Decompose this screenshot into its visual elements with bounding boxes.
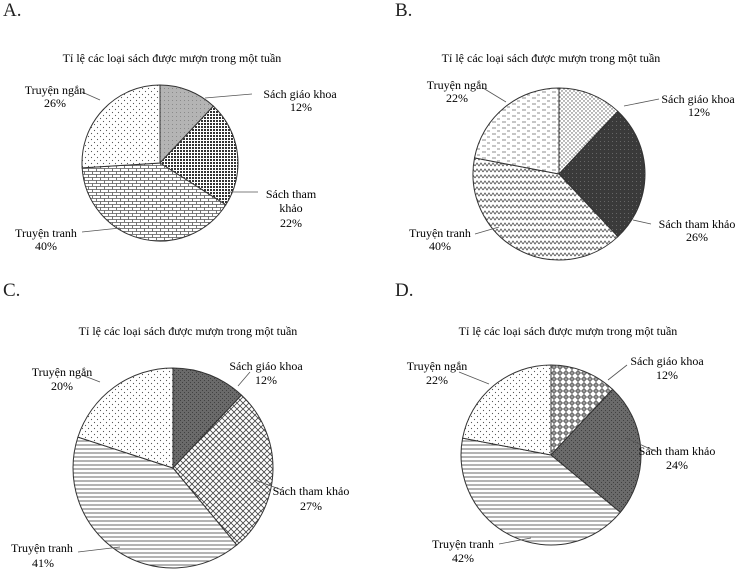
pie-slice: [472, 157, 619, 261]
slice-label: khảo: [279, 201, 302, 215]
chart-panel-c: C. Tỉ lệ các loại sách được mượn trong m…: [0, 280, 371, 570]
slice-value-label: 12%: [656, 368, 678, 382]
leader-line: [607, 364, 628, 381]
pie-slice: [172, 367, 243, 470]
leader-line: [81, 374, 101, 383]
slice-value-label: 27%: [300, 499, 322, 513]
slice-label: Sách giáo khoa: [661, 92, 735, 106]
pie-slice: [558, 110, 646, 238]
slice-value-label: 40%: [429, 239, 451, 253]
chart-title: Tỉ lệ các loại sách được mượn trong một …: [459, 324, 678, 338]
option-label: D.: [395, 280, 414, 301]
chart-title: Tỉ lệ các loại sách được mượn trong một …: [63, 51, 282, 65]
slice-label: Sách tham khảo: [659, 217, 736, 231]
pie-slice: [460, 437, 622, 546]
pie-slice: [550, 364, 614, 457]
leader-line: [81, 227, 121, 233]
slice-value-label: 26%: [686, 230, 708, 244]
leader-line: [498, 537, 532, 545]
slice-value-label: 12%: [290, 100, 312, 114]
option-label: A.: [3, 0, 22, 21]
slice-label: Truyện tranh: [15, 226, 77, 240]
slice-value-label: 12%: [255, 373, 277, 387]
slice-label: Sách tham khảo: [639, 444, 716, 458]
slice-value-label: 26%: [44, 96, 66, 110]
slice-label: Sách giáo khoa: [263, 87, 337, 101]
leader-line: [632, 219, 652, 225]
slice-label: Truyện tranh: [409, 226, 471, 240]
pie-slice: [81, 84, 161, 169]
leader-line: [625, 437, 658, 453]
slice-label: Truyện ngắn: [427, 78, 488, 92]
pie-slice: [473, 87, 560, 175]
chart-panel-b: B. Tỉ lệ các loại sách được mượn trong m…: [371, 0, 742, 289]
leader-line: [458, 371, 490, 385]
option-label: B.: [395, 0, 413, 21]
slice-value-label: 12%: [688, 105, 710, 119]
pie-slice: [550, 388, 642, 514]
chart-panel-a: A. Tỉ lệ các loại sách được mượn trong m…: [0, 0, 371, 289]
slice-value-label: 22%: [280, 216, 302, 230]
leader-line: [623, 98, 660, 107]
pie-slice: [77, 367, 174, 469]
pie-slice: [172, 394, 274, 546]
leader-line: [204, 93, 253, 99]
chart-title: Tỉ lệ các loại sách được mượn trong một …: [79, 324, 298, 338]
slice-value-label: 42%: [452, 551, 474, 565]
pie-chart-d: Tỉ lệ các loại sách được mượn trong một …: [407, 324, 716, 565]
pie-chart-b: Tỉ lệ các loại sách được mượn trong một …: [409, 51, 736, 261]
slice-label: Sách giáo khoa: [630, 354, 704, 368]
pie-slice: [558, 87, 619, 176]
option-label: C.: [3, 280, 21, 301]
slice-label: Truyện tranh: [432, 537, 494, 551]
pie-chart-c: Tỉ lệ các loại sách được mượn trong một …: [11, 324, 350, 570]
pie-chart-a: Tỉ lệ các loại sách được mượn trong một …: [15, 51, 337, 253]
leader-line: [237, 371, 251, 387]
slice-value-label: 22%: [426, 373, 448, 387]
slice-label: Sách giáo khoa: [229, 359, 303, 373]
leader-line: [474, 226, 500, 235]
slice-label: Sách tham: [266, 187, 317, 201]
pie-slice: [81, 162, 227, 242]
slice-value-label: 22%: [446, 91, 468, 105]
slice-label: Truyện tranh: [11, 541, 73, 555]
leader-line: [482, 87, 507, 103]
leader-line: [81, 91, 101, 101]
slice-value-label: 24%: [666, 458, 688, 472]
slice-label: Truyện ngắn: [407, 359, 468, 373]
leader-line: [254, 479, 283, 491]
pie-slice: [159, 105, 239, 206]
slice-label: Sách tham khảo: [273, 484, 350, 498]
chart-panel-d: D. Tỉ lệ các loại sách được mượn trong m…: [371, 280, 742, 569]
leader-line: [77, 546, 121, 553]
slice-label: Truyện ngắn: [32, 365, 93, 379]
slice-value-label: 40%: [35, 239, 57, 253]
slice-label: Truyện ngắn: [25, 83, 86, 97]
slice-value-label: 20%: [51, 379, 73, 393]
pie-slice: [72, 436, 238, 569]
pie-slice: [462, 364, 552, 456]
slice-value-label: 41%: [32, 556, 54, 570]
chart-title: Tỉ lệ các loại sách được mượn trong một …: [442, 51, 661, 65]
